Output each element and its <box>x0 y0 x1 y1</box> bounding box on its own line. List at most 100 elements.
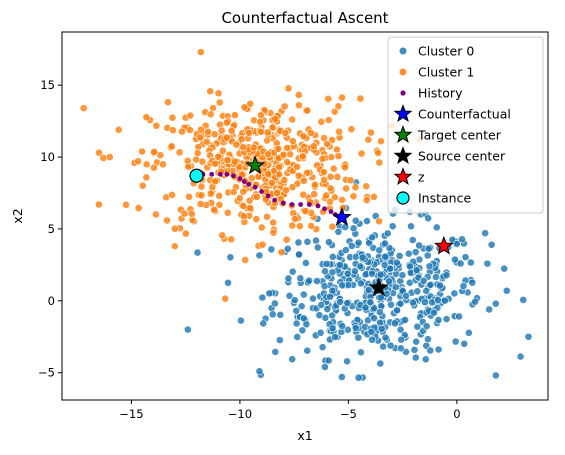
data-point <box>390 319 399 328</box>
data-point <box>313 243 322 252</box>
data-point <box>491 371 500 380</box>
y-tick-label: 5 <box>48 222 55 236</box>
data-point <box>269 228 278 237</box>
data-point <box>303 106 312 115</box>
data-point <box>432 223 441 232</box>
data-point <box>227 126 236 135</box>
data-point <box>393 306 401 315</box>
data-point <box>471 297 480 306</box>
x-tick-label: −5 <box>340 407 357 421</box>
cluster-points <box>79 48 533 382</box>
data-point <box>170 242 179 251</box>
data-point <box>367 128 375 137</box>
data-point <box>114 125 123 134</box>
data-point <box>299 314 308 323</box>
data-point <box>450 289 459 298</box>
data-point <box>168 113 177 122</box>
data-point <box>375 246 384 255</box>
history-point <box>315 203 321 209</box>
x-tick-label: 0 <box>453 407 460 421</box>
history-point <box>252 184 258 190</box>
data-point <box>421 355 430 364</box>
data-point <box>275 336 284 345</box>
data-point <box>338 195 346 204</box>
data-point <box>202 137 211 146</box>
x-tick-label: −10 <box>228 407 252 421</box>
data-point <box>295 222 304 231</box>
history-point <box>246 181 251 187</box>
data-point <box>381 333 390 342</box>
data-point <box>298 326 307 335</box>
data-point <box>300 176 308 185</box>
data-point <box>459 282 468 290</box>
data-point <box>391 283 400 292</box>
data-point <box>257 223 266 232</box>
data-point <box>328 222 337 231</box>
data-point <box>376 293 385 302</box>
data-point <box>324 116 333 124</box>
data-point <box>193 149 202 157</box>
x-axis-ticks: −15 −10 −5 0 <box>119 400 461 421</box>
data-point <box>264 150 273 159</box>
data-point <box>434 316 443 324</box>
data-point <box>468 278 477 287</box>
data-point <box>164 98 172 107</box>
data-point <box>183 325 192 334</box>
history-point <box>224 171 230 177</box>
data-point <box>483 259 492 268</box>
data-point <box>79 104 88 113</box>
data-point <box>283 158 292 166</box>
data-point <box>524 332 533 341</box>
data-point <box>257 128 265 136</box>
data-point <box>317 301 326 309</box>
data-point <box>299 190 308 199</box>
counterfactual-marker <box>331 207 352 226</box>
data-point <box>334 227 343 236</box>
data-point <box>284 274 293 283</box>
data-point <box>258 240 267 249</box>
data-point <box>211 177 220 186</box>
history-point <box>259 189 265 194</box>
legend-swatch <box>393 167 413 186</box>
data-point <box>376 270 385 279</box>
instance-marker <box>189 168 204 183</box>
data-point <box>288 183 297 192</box>
data-point <box>333 172 342 181</box>
data-point <box>375 217 383 226</box>
legend-label: Instance <box>418 191 471 206</box>
data-point <box>218 231 226 240</box>
data-point <box>290 215 299 223</box>
history-point <box>265 193 271 199</box>
legend-swatch <box>393 104 413 123</box>
data-point <box>362 182 371 191</box>
data-point <box>294 90 303 99</box>
data-point <box>303 168 311 177</box>
data-point <box>349 224 358 233</box>
data-point <box>290 296 299 304</box>
data-point <box>232 140 241 149</box>
data-point <box>430 308 438 317</box>
data-point <box>485 305 494 314</box>
data-point <box>347 241 356 250</box>
data-point <box>354 238 363 247</box>
data-point <box>408 236 417 244</box>
data-point <box>326 172 335 181</box>
data-point <box>309 142 318 151</box>
data-point <box>357 149 366 158</box>
legend-label: z <box>418 170 425 185</box>
data-point <box>264 169 272 178</box>
y-tick-label: 15 <box>40 78 55 92</box>
data-point <box>281 129 290 137</box>
data-point <box>309 294 317 303</box>
data-point <box>318 154 327 163</box>
data-point <box>222 133 231 142</box>
data-point <box>167 142 176 151</box>
data-point <box>334 102 343 111</box>
legend-swatch <box>398 46 408 56</box>
data-point <box>142 113 151 122</box>
data-point <box>303 237 312 246</box>
data-point <box>206 110 215 119</box>
data-point <box>210 205 219 214</box>
history-point <box>306 202 312 207</box>
data-point <box>253 192 261 201</box>
